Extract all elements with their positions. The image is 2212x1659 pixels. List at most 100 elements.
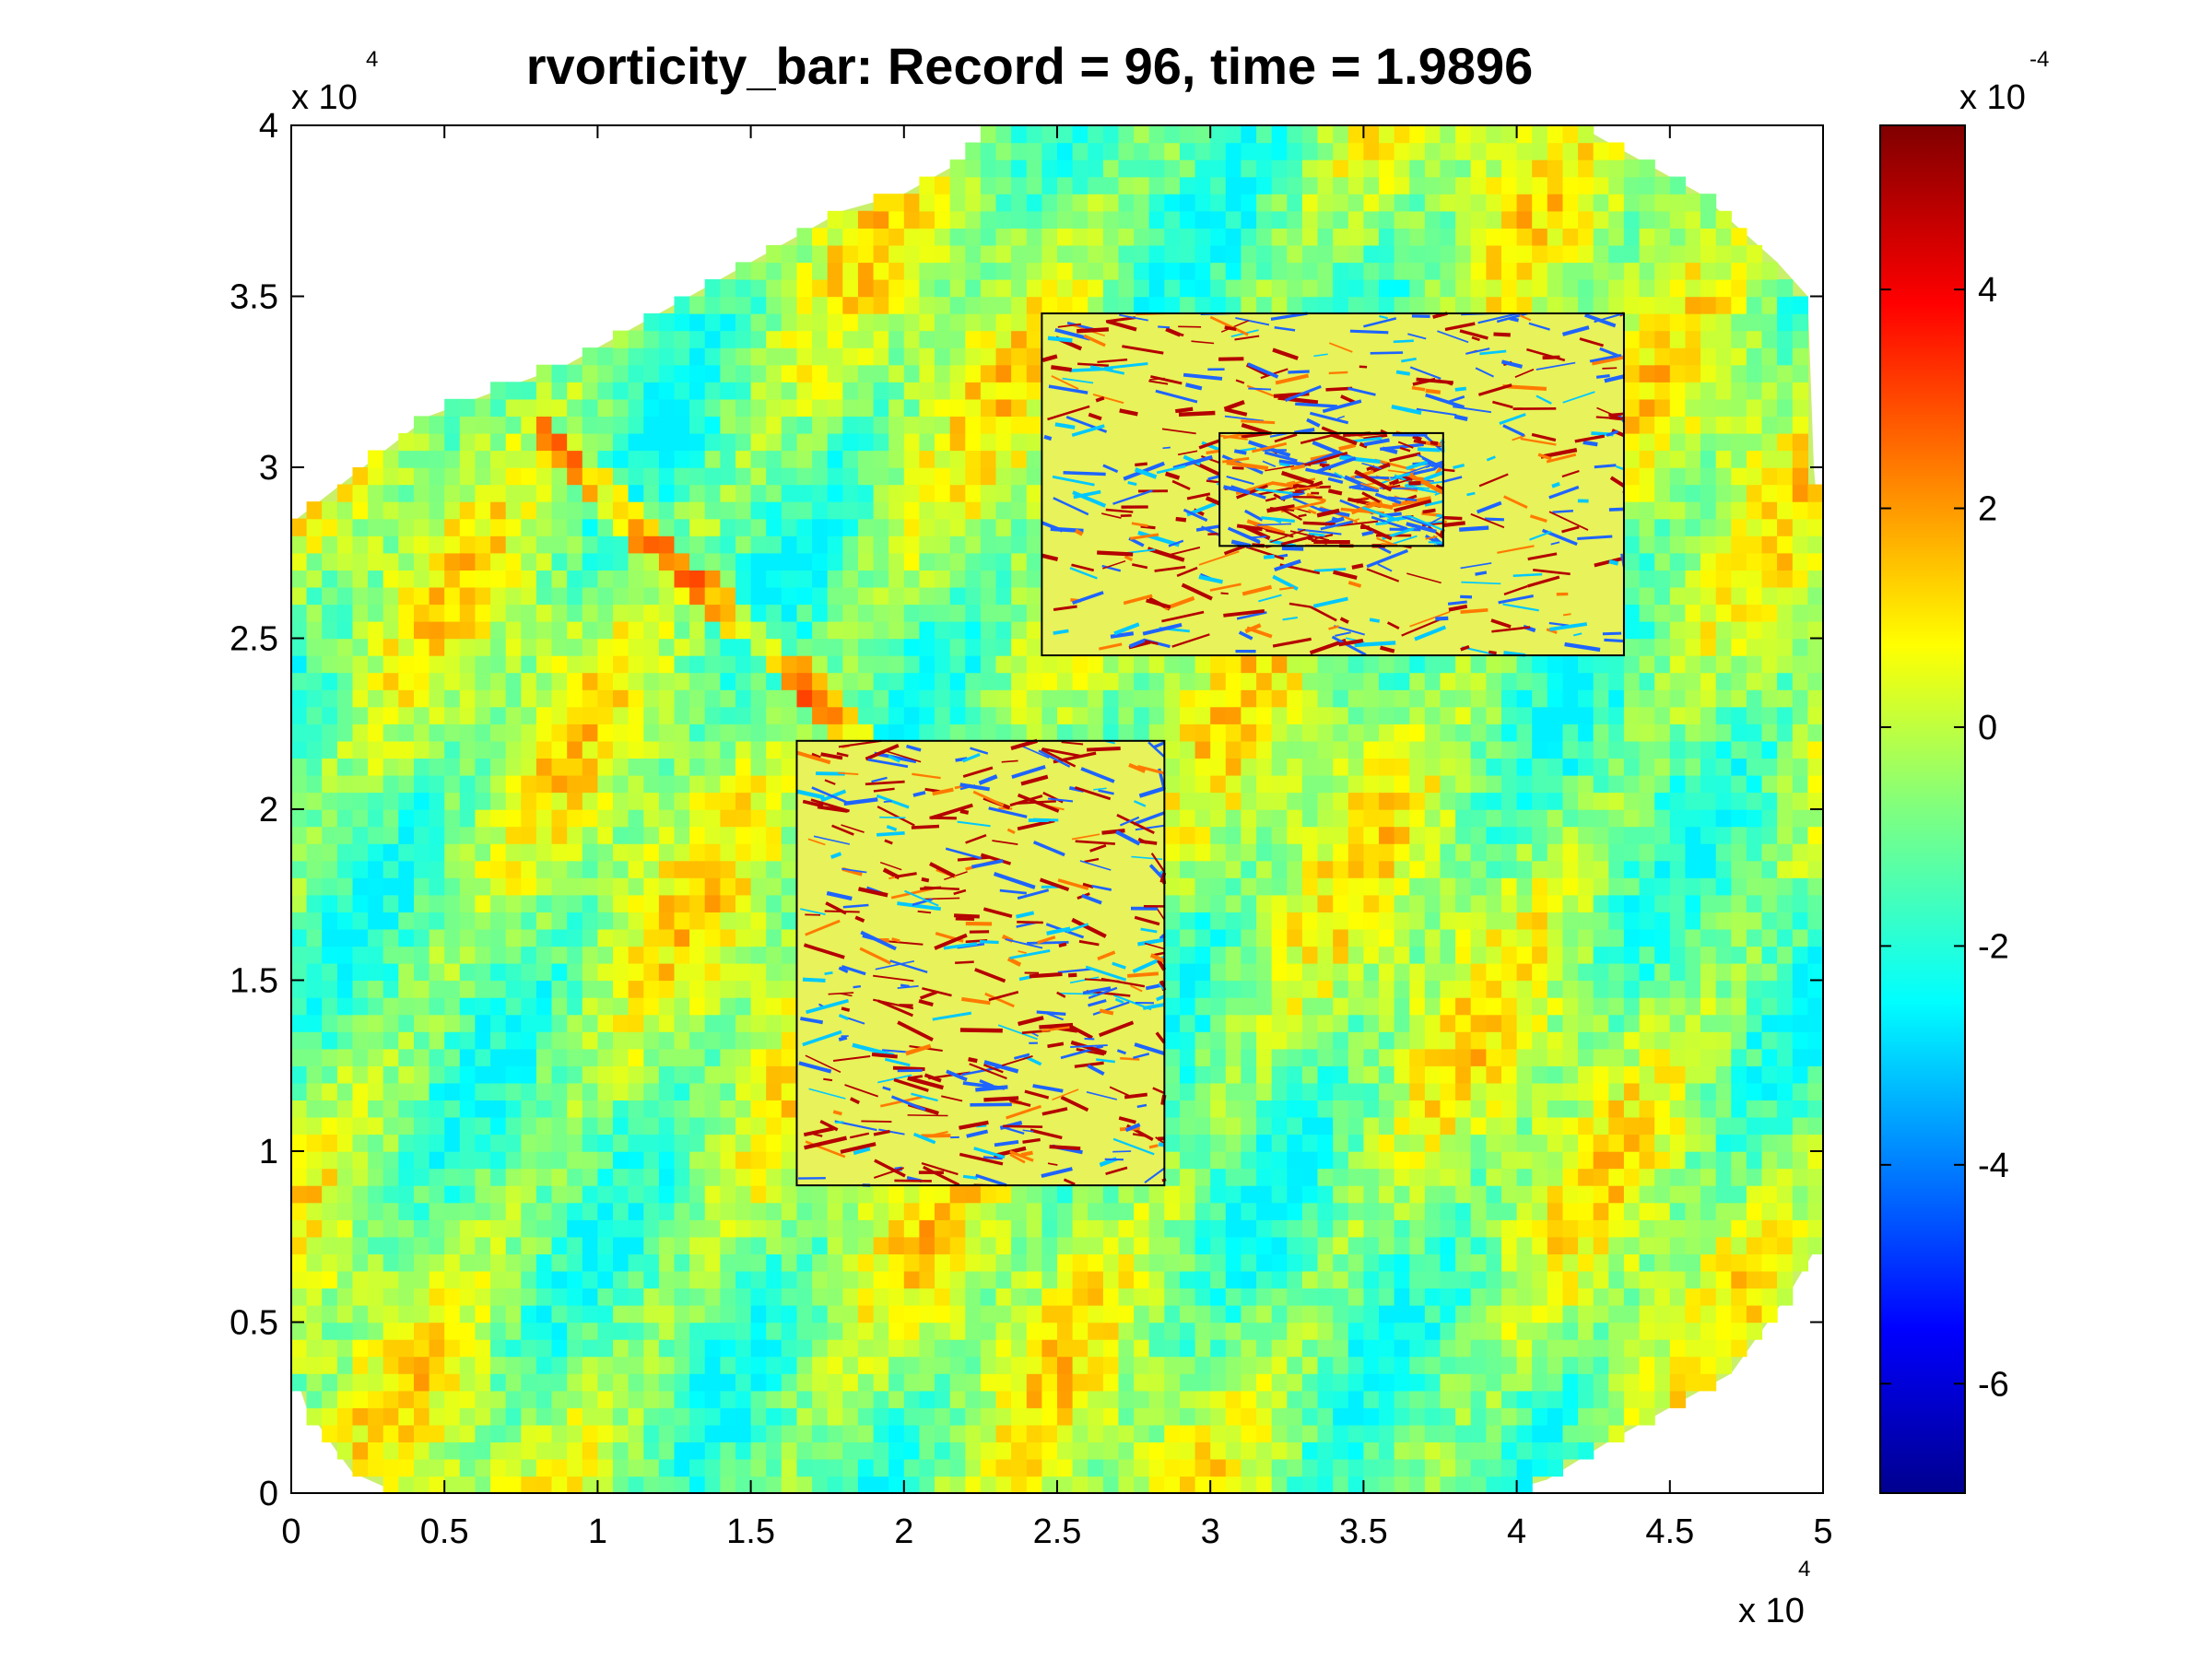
heatmap-cell (1440, 724, 1456, 742)
heatmap-cell (1394, 1458, 1410, 1477)
heatmap-cell (980, 689, 997, 708)
heatmap-cell (429, 706, 445, 724)
heatmap-cell (674, 792, 690, 810)
heatmap-cell (1700, 774, 1717, 794)
heatmap-cell (1623, 1031, 1641, 1050)
heatmap-cell (766, 740, 782, 759)
heatmap-cell (535, 774, 553, 794)
heatmap-cell (766, 877, 782, 896)
heatmap-cell (1180, 1356, 1196, 1374)
heatmap-cell (949, 1356, 966, 1374)
heatmap-cell (781, 1339, 797, 1358)
heatmap-cell (1516, 724, 1533, 742)
heatmap-cell (1287, 1424, 1303, 1442)
heatmap-cell (1547, 1219, 1563, 1238)
heatmap-cell (1424, 894, 1441, 912)
heatmap-cell (336, 1168, 354, 1186)
heatmap-cell (613, 1134, 629, 1152)
heatmap-cell (628, 877, 644, 896)
heatmap-cell (735, 740, 752, 759)
heatmap-cell (613, 1048, 629, 1066)
heatmap-cell (1088, 672, 1104, 690)
heatmap-cell (306, 1185, 323, 1204)
heatmap-cell (1792, 758, 1808, 776)
heatmap-cell (1639, 997, 1655, 1016)
heatmap-cell (1700, 843, 1717, 862)
heatmap-cell (1287, 1116, 1303, 1135)
heatmap-cell (1301, 843, 1319, 862)
heatmap-cell (1470, 655, 1487, 674)
heatmap-cell (306, 912, 323, 930)
heatmap-cell (336, 1322, 354, 1340)
heatmap-cell (674, 758, 690, 776)
heatmap-cell (1440, 706, 1456, 724)
heatmap-cell (1623, 1390, 1641, 1408)
heatmap-cell (382, 1100, 399, 1118)
heatmap-cell (1807, 740, 1823, 759)
heatmap-cell (1424, 946, 1441, 964)
heatmap-cell (1700, 1031, 1717, 1050)
heatmap-cell (1562, 946, 1579, 964)
heatmap-cell (1379, 1390, 1395, 1408)
heatmap-cell (735, 774, 752, 794)
heatmap-cell (1210, 1305, 1227, 1324)
heatmap-cell (1807, 1185, 1823, 1204)
heatmap-cell (704, 1339, 721, 1358)
heatmap-cell (796, 1441, 813, 1460)
heatmap-cell (490, 689, 507, 708)
heatmap-cell (1333, 1356, 1349, 1374)
heatmap-cell (1363, 1458, 1380, 1477)
heatmap-cell (1470, 894, 1487, 912)
heatmap-cell (1011, 1219, 1028, 1238)
heatmap-cell (336, 1253, 354, 1272)
heatmap-cell (1011, 672, 1028, 690)
heatmap-cell (658, 1151, 676, 1170)
heatmap-cell (1746, 826, 1763, 844)
heatmap-cell (368, 638, 384, 656)
heatmap-cell (1700, 638, 1717, 656)
heatmap-cell (490, 706, 507, 724)
heatmap-cell (1317, 1185, 1334, 1204)
heatmap-cell (919, 1219, 935, 1238)
heatmap-cell (1807, 1100, 1823, 1118)
heatmap-cell (306, 1151, 323, 1170)
heatmap-cell (582, 1168, 598, 1186)
heatmap-cell (1623, 1270, 1641, 1288)
heatmap-cell (1194, 1236, 1211, 1254)
heatmap-cell (1501, 1424, 1518, 1442)
heatmap-cell (490, 1014, 507, 1032)
heatmap-cell (567, 774, 583, 794)
heatmap-cell (1347, 740, 1364, 759)
heatmap-cell (1486, 1356, 1502, 1374)
heatmap-cell (1102, 724, 1120, 742)
heatmap-cell (475, 1270, 491, 1288)
heatmap-cell (1026, 1458, 1042, 1477)
heatmap-cell (766, 1065, 782, 1084)
heatmap-cell (1394, 1339, 1410, 1358)
heatmap-cell (766, 1253, 782, 1272)
heatmap-cell (1731, 792, 1747, 810)
heatmap-cell (1715, 980, 1732, 998)
heatmap-cell (1623, 1373, 1641, 1392)
heatmap-cell (1777, 912, 1794, 930)
heatmap-cell (796, 621, 813, 640)
heatmap-cell (459, 740, 476, 759)
heatmap-cell (1746, 980, 1763, 998)
heatmap-cell (475, 1014, 491, 1032)
heatmap-cell (1470, 1236, 1487, 1254)
heatmap-cell (336, 809, 354, 828)
heatmap-cell (903, 1390, 920, 1408)
heatmap-cell (1470, 1390, 1487, 1408)
heatmap-cell (735, 1407, 752, 1426)
heatmap-cell (567, 843, 583, 862)
heatmap-cell (1241, 1458, 1257, 1477)
heatmap-cell (444, 724, 461, 742)
heatmap-cell (535, 1390, 553, 1408)
heatmap-cell (475, 672, 491, 690)
heatmap-cell (475, 843, 491, 862)
heatmap-cell (352, 1288, 369, 1306)
heatmap-cell (322, 724, 338, 742)
heatmap-cell (521, 689, 537, 708)
heatmap-cell (628, 1305, 644, 1324)
heatmap-cell (1746, 860, 1763, 878)
